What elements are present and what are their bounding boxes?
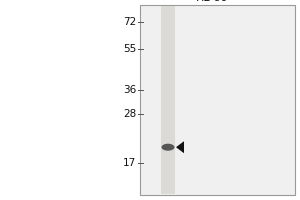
Text: 17: 17 (123, 158, 136, 168)
Bar (140, 5, 295, 195)
Text: 72: 72 (123, 17, 136, 27)
Ellipse shape (161, 144, 175, 151)
Bar (161, 6, 175, 194)
Text: 36: 36 (123, 85, 136, 95)
Text: HL-60: HL-60 (196, 0, 229, 3)
Polygon shape (176, 141, 184, 153)
Text: 28: 28 (123, 109, 136, 119)
Text: 55: 55 (123, 44, 136, 54)
